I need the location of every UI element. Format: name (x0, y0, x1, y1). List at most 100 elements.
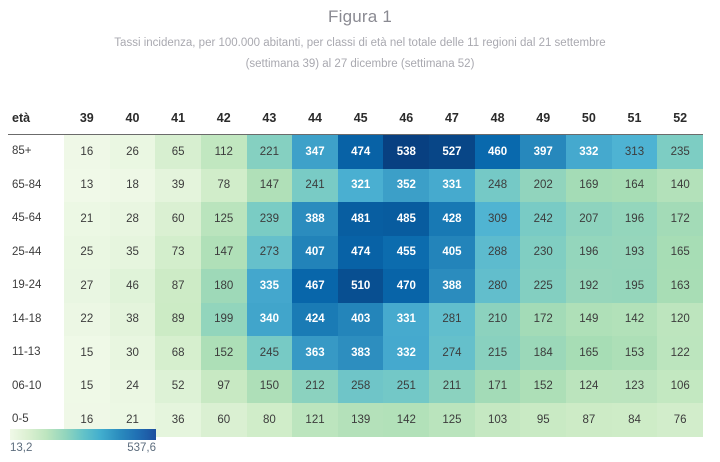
heatmap-cell: 225 (520, 269, 567, 303)
heatmap-cell: 313 (611, 134, 658, 169)
heatmap-cell: 142 (383, 403, 430, 437)
heatmap-cell: 87 (155, 269, 201, 303)
heatmap-cell: 397 (520, 134, 567, 169)
heatmap-cell: 122 (657, 336, 703, 370)
heatmap-cell: 15 (64, 369, 110, 403)
heatmap-cell: 221 (246, 134, 293, 169)
figure-subtitle-line-1: Tassi incidenza, per 100.000 abitanti, p… (114, 37, 606, 49)
heatmap-cell: 112 (200, 134, 247, 169)
column-header-week-51: 51 (611, 108, 658, 135)
heatmap-cell: 347 (292, 134, 338, 169)
heatmap-cell: 152 (200, 336, 247, 370)
heatmap-cell: 211 (429, 369, 475, 403)
heatmap-cell: 424 (292, 302, 338, 336)
heatmap-cell: 165 (657, 235, 703, 269)
heatmap-cell: 84 (611, 403, 658, 437)
heatmap-cell: 251 (383, 369, 430, 403)
table-row: 11-13 15 30 68 152 245 363 383 332 274 215 184 165 15… (8, 336, 703, 370)
heatmap-cell: 18 (109, 168, 156, 202)
colorbar-legend: 13,2 537,6 (10, 429, 156, 454)
heatmap-cell: 95 (520, 403, 567, 437)
heatmap-cell: 165 (566, 336, 612, 370)
heatmap-cell: 212 (292, 369, 338, 403)
heatmap-cell: 60 (200, 403, 247, 437)
heatmap-cell: 21 (64, 202, 110, 236)
heatmap-cell: 36 (155, 403, 201, 437)
colorbar-gradient (10, 429, 156, 440)
heatmap-cell: 235 (657, 134, 703, 169)
heatmap-cell: 192 (566, 269, 612, 303)
column-header-week-44: 44 (292, 108, 338, 135)
heatmap-cell: 403 (337, 302, 384, 336)
heatmap-cell: 230 (520, 235, 567, 269)
heatmap-cell: 163 (657, 269, 703, 303)
heatmap-cell: 149 (566, 302, 612, 336)
heatmap-cell: 470 (383, 269, 430, 303)
colorbar-labels: 13,2 537,6 (10, 440, 156, 454)
colorbar-min-label: 13,2 (10, 442, 33, 454)
heatmap-cell: 65 (155, 134, 201, 169)
heatmap-cell: 87 (566, 403, 612, 437)
heatmap-table-container: età 39 40 41 42 43 44 45 46 47 48 49 50 51 52 85+ 16 26… (8, 108, 712, 437)
heatmap-cell: 169 (566, 168, 612, 202)
colorbar-max-label: 537,6 (127, 442, 156, 454)
heatmap-cell: 147 (200, 235, 247, 269)
heatmap-cell: 171 (474, 369, 521, 403)
heatmap-cell: 335 (246, 269, 293, 303)
heatmap-cell: 245 (246, 336, 293, 370)
heatmap-cell: 184 (520, 336, 567, 370)
column-header-week-49: 49 (520, 108, 567, 135)
heatmap-cell: 405 (429, 235, 475, 269)
column-header-week-39: 39 (64, 108, 110, 135)
heatmap-cell: 196 (611, 202, 658, 236)
column-header-week-52: 52 (657, 108, 703, 135)
heatmap-cell: 80 (246, 403, 293, 437)
heatmap-cell: 121 (292, 403, 338, 437)
heatmap-cell: 164 (611, 168, 658, 202)
heatmap-cell: 26 (109, 134, 156, 169)
heatmap-cell: 30 (109, 336, 156, 370)
table-row: 45-64 21 28 60 125 239 388 481 485 428 309 242 207 19… (8, 202, 703, 236)
heatmap-cell: 331 (429, 168, 475, 202)
heatmap-cell: 215 (474, 336, 521, 370)
heatmap-cell: 38 (109, 302, 156, 336)
table-row: 19-24 27 46 87 180 335 467 510 470 388 280 225 192 19… (8, 269, 703, 303)
heatmap-cell: 60 (155, 202, 201, 236)
heatmap-cell: 25 (64, 235, 110, 269)
heatmap-cell: 124 (566, 369, 612, 403)
heatmap-cell: 388 (429, 269, 475, 303)
column-header-week-48: 48 (474, 108, 521, 135)
heatmap-corner-label: età (8, 108, 64, 135)
heatmap-cell: 180 (200, 269, 247, 303)
row-label-11-13: 11-13 (8, 336, 64, 370)
heatmap-cell: 383 (337, 336, 384, 370)
heatmap-cell: 407 (292, 235, 338, 269)
heatmap-cell: 248 (474, 168, 521, 202)
heatmap-cell: 202 (520, 168, 567, 202)
heatmap-cell: 24 (109, 369, 156, 403)
heatmap-cell: 455 (383, 235, 430, 269)
heatmap-cell: 239 (246, 202, 293, 236)
column-header-week-47: 47 (429, 108, 475, 135)
heatmap-cell: 258 (337, 369, 384, 403)
table-row: 85+ 16 26 65 112 221 347 474 538 527 460 397 332 313 2… (8, 134, 703, 169)
heatmap-cell: 16 (64, 134, 110, 169)
heatmap-cell: 527 (429, 134, 475, 169)
heatmap-cell: 142 (611, 302, 658, 336)
row-label-85+: 85+ (8, 134, 64, 169)
heatmap-cell: 76 (657, 403, 703, 437)
heatmap-cell: 172 (520, 302, 567, 336)
heatmap-cell: 332 (383, 336, 430, 370)
heatmap-cell: 281 (429, 302, 475, 336)
heatmap-cell: 340 (246, 302, 293, 336)
heatmap-cell: 103 (474, 403, 521, 437)
figure-subtitle-line-2: (settimana 39) al 27 dicembre (settimana… (245, 58, 475, 71)
heatmap-cell: 474 (337, 235, 384, 269)
heatmap-cell: 147 (246, 168, 293, 202)
heatmap-cell: 78 (200, 168, 247, 202)
heatmap-header-row: età 39 40 41 42 43 44 45 46 47 48 49 50 51 52 (8, 108, 703, 135)
heatmap-cell: 242 (520, 202, 567, 236)
heatmap-cell: 196 (566, 235, 612, 269)
heatmap-cell: 15 (64, 336, 110, 370)
heatmap-cell: 195 (611, 269, 658, 303)
